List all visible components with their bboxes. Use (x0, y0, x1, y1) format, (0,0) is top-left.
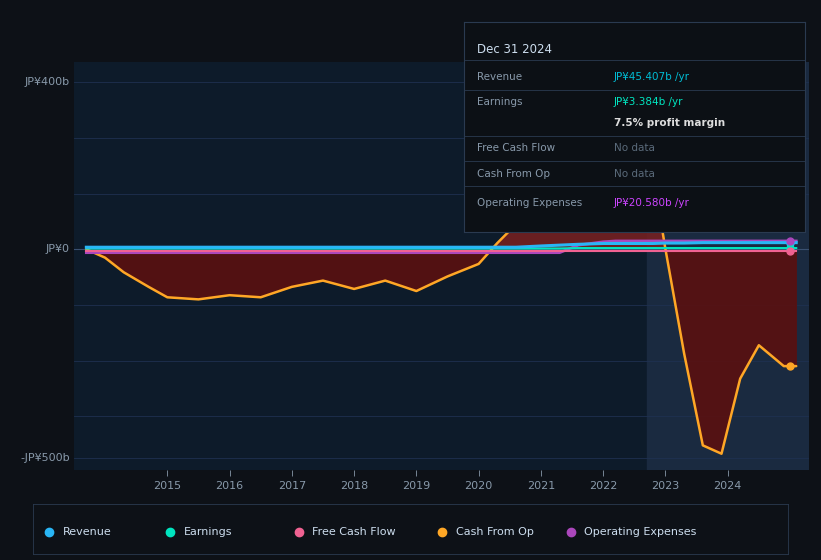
Text: JP¥400b: JP¥400b (25, 77, 70, 87)
Text: Operating Expenses: Operating Expenses (478, 198, 583, 208)
Bar (647, 62, 809, 470)
Text: Cash From Op: Cash From Op (456, 527, 534, 536)
Text: JP¥3.384b /yr: JP¥3.384b /yr (614, 97, 683, 107)
Text: Revenue: Revenue (478, 72, 523, 82)
Text: Free Cash Flow: Free Cash Flow (312, 527, 396, 536)
Text: Earnings: Earnings (184, 527, 232, 536)
Text: JP¥45.407b /yr: JP¥45.407b /yr (614, 72, 690, 82)
Text: Free Cash Flow: Free Cash Flow (478, 143, 556, 153)
Text: -JP¥500b: -JP¥500b (21, 453, 70, 463)
Text: JP¥20.580b /yr: JP¥20.580b /yr (614, 198, 690, 208)
Text: Dec 31 2024: Dec 31 2024 (478, 43, 553, 56)
Text: Cash From Op: Cash From Op (478, 169, 551, 179)
Text: JP¥0: JP¥0 (46, 244, 70, 254)
Text: 7.5% profit margin: 7.5% profit margin (614, 118, 725, 128)
Text: No data: No data (614, 169, 654, 179)
Text: No data: No data (614, 143, 654, 153)
Text: Earnings: Earnings (478, 97, 523, 107)
Text: Operating Expenses: Operating Expenses (585, 527, 696, 536)
Text: Revenue: Revenue (63, 527, 112, 536)
